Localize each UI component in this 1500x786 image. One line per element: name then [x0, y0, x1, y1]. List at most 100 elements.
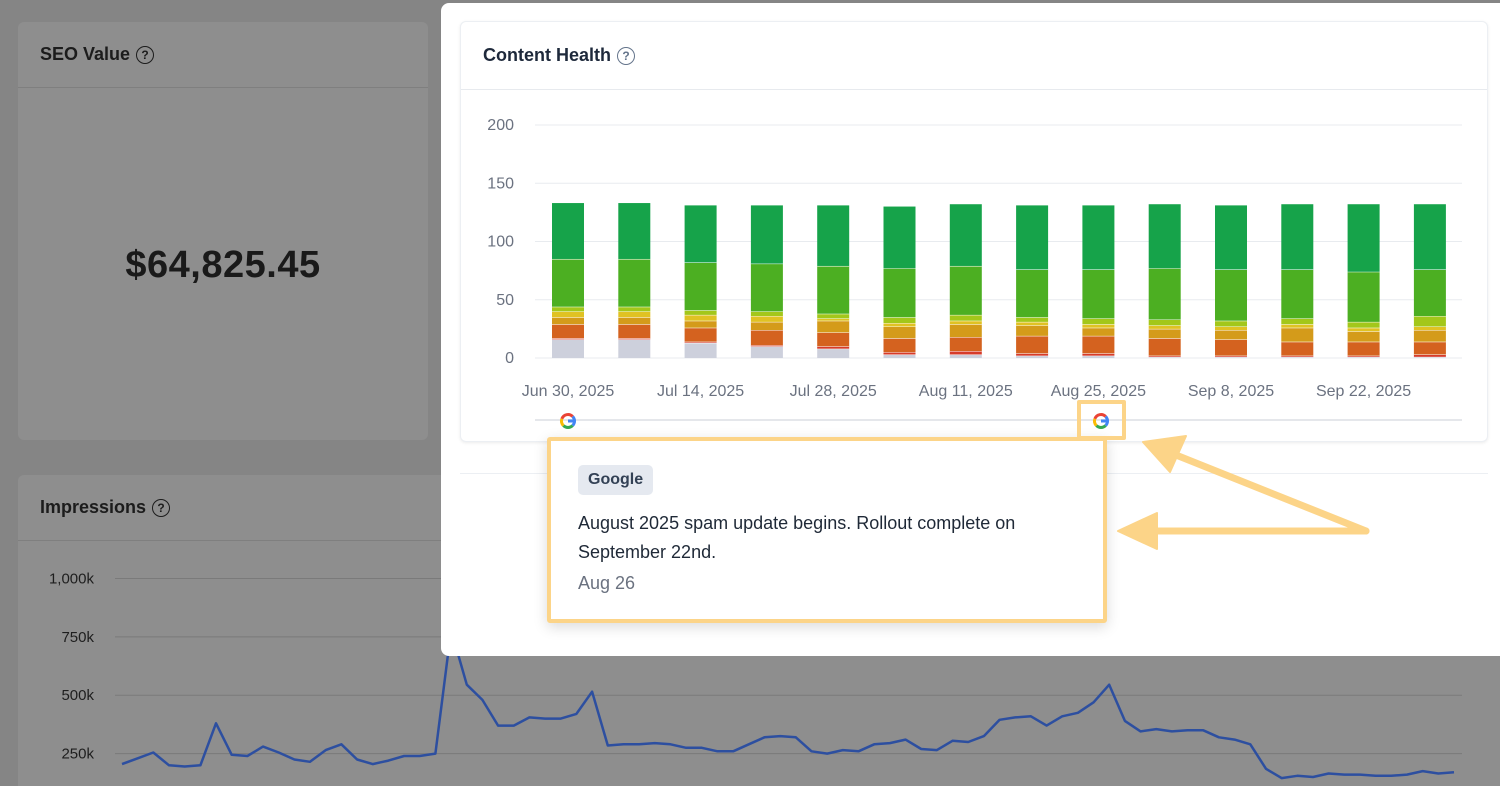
bar-segment[interactable] [1347, 331, 1380, 342]
bar-segment[interactable] [949, 354, 982, 358]
bar-segment[interactable] [1413, 356, 1446, 358]
bar-segment[interactable] [750, 263, 783, 312]
bar-segment[interactable] [1281, 327, 1314, 342]
bar-segment[interactable] [684, 314, 717, 321]
bar-segment[interactable] [1413, 204, 1446, 270]
bar-segment[interactable] [1016, 325, 1049, 336]
bar-segment[interactable] [883, 317, 916, 324]
bar-segment[interactable] [684, 342, 717, 358]
bar-segment[interactable] [750, 311, 783, 317]
bar-segment[interactable] [618, 258, 651, 307]
bar-segment[interactable] [750, 316, 783, 322]
bar-segment[interactable] [1281, 324, 1314, 328]
bar-segment[interactable] [1082, 353, 1115, 356]
question-circle-icon[interactable]: ? [152, 498, 171, 517]
bar-segment[interactable] [1413, 341, 1446, 355]
question-circle-icon[interactable]: ? [617, 46, 635, 65]
bar-segment[interactable] [1413, 326, 1446, 331]
bar-segment[interactable] [1347, 204, 1380, 272]
bar-segment[interactable] [883, 354, 916, 358]
bar-segment[interactable] [1082, 318, 1115, 325]
bar-segment[interactable] [1281, 355, 1314, 357]
bar-segment[interactable] [552, 311, 584, 318]
bar-segment[interactable] [1413, 330, 1446, 342]
bar-segment[interactable] [1148, 319, 1181, 326]
bar-segment[interactable] [1148, 328, 1181, 339]
bar-segment[interactable] [750, 330, 783, 346]
bar-segment[interactable] [949, 337, 982, 352]
bar-segment[interactable] [817, 265, 850, 314]
bar-segment[interactable] [817, 318, 850, 321]
bar-segment[interactable] [1413, 269, 1446, 317]
bar-segment[interactable] [1148, 204, 1181, 269]
bar-segment[interactable] [618, 338, 651, 340]
bar-segment[interactable] [883, 326, 916, 339]
bar-segment[interactable] [1016, 317, 1049, 322]
bar-segment[interactable] [1347, 341, 1380, 356]
bar-segment[interactable] [1281, 356, 1314, 358]
bar-segment[interactable] [949, 265, 982, 315]
bar-segment[interactable] [949, 351, 982, 355]
bar-segment[interactable] [750, 346, 783, 358]
bar-segment[interactable] [1413, 354, 1446, 357]
bar-segment[interactable] [1148, 325, 1181, 329]
bar-segment[interactable] [618, 339, 651, 358]
bar-segment[interactable] [1347, 355, 1380, 357]
bar-segment[interactable] [1016, 205, 1049, 270]
bar-segment[interactable] [883, 352, 916, 355]
google-icon[interactable] [560, 413, 576, 429]
bar-segment[interactable] [1215, 330, 1247, 340]
bar-segment[interactable] [1281, 318, 1314, 325]
bar-segment[interactable] [1148, 356, 1181, 358]
bar-segment[interactable] [552, 306, 584, 312]
bar-segment[interactable] [1215, 326, 1247, 331]
bar-segment[interactable] [750, 321, 783, 331]
bar-segment[interactable] [1148, 338, 1181, 356]
bar-segment[interactable] [552, 203, 584, 259]
bar-segment[interactable] [618, 306, 651, 312]
bar-segment[interactable] [817, 313, 850, 319]
bar-segment[interactable] [1016, 269, 1049, 318]
bar-segment[interactable] [1148, 268, 1181, 320]
bar-segment[interactable] [1082, 324, 1115, 328]
bar-segment[interactable] [552, 324, 584, 339]
google-icon[interactable] [1093, 413, 1109, 429]
bar-segment[interactable] [817, 332, 850, 347]
bar-segment[interactable] [1016, 355, 1049, 358]
bar-segment[interactable] [949, 320, 982, 325]
bar-segment[interactable] [684, 320, 717, 328]
bar-segment[interactable] [1281, 341, 1314, 356]
bar-segment[interactable] [684, 310, 717, 315]
bar-segment[interactable] [1281, 204, 1314, 270]
bar-segment[interactable] [1347, 321, 1380, 328]
bar-segment[interactable] [1281, 269, 1314, 319]
bar-segment[interactable] [949, 324, 982, 338]
bar-segment[interactable] [618, 311, 651, 318]
bar-segment[interactable] [1082, 355, 1115, 358]
bar-segment[interactable] [949, 314, 982, 321]
bar-segment[interactable] [750, 205, 783, 264]
bar-segment[interactable] [817, 348, 850, 358]
bar-segment[interactable] [618, 317, 651, 325]
bar-segment[interactable] [1215, 320, 1247, 327]
bar-segment[interactable] [817, 320, 850, 333]
bar-segment[interactable] [684, 327, 717, 342]
bar-segment[interactable] [1082, 205, 1115, 270]
bar-segment[interactable] [1413, 316, 1446, 327]
bar-segment[interactable] [1215, 356, 1247, 358]
bar-segment[interactable] [817, 346, 850, 349]
bar-segment[interactable] [883, 268, 916, 318]
bar-segment[interactable] [1082, 335, 1115, 354]
bar-segment[interactable] [1082, 327, 1115, 336]
bar-segment[interactable] [1215, 269, 1247, 321]
bar-segment[interactable] [883, 206, 916, 269]
question-circle-icon[interactable]: ? [136, 45, 155, 64]
bar-segment[interactable] [750, 345, 783, 347]
bar-segment[interactable] [1347, 327, 1380, 332]
bar-segment[interactable] [552, 317, 584, 325]
bar-segment[interactable] [618, 324, 651, 339]
bar-segment[interactable] [1215, 339, 1247, 356]
bar-segment[interactable] [1016, 335, 1049, 354]
bar-segment[interactable] [1016, 353, 1049, 356]
bar-segment[interactable] [1347, 271, 1380, 322]
